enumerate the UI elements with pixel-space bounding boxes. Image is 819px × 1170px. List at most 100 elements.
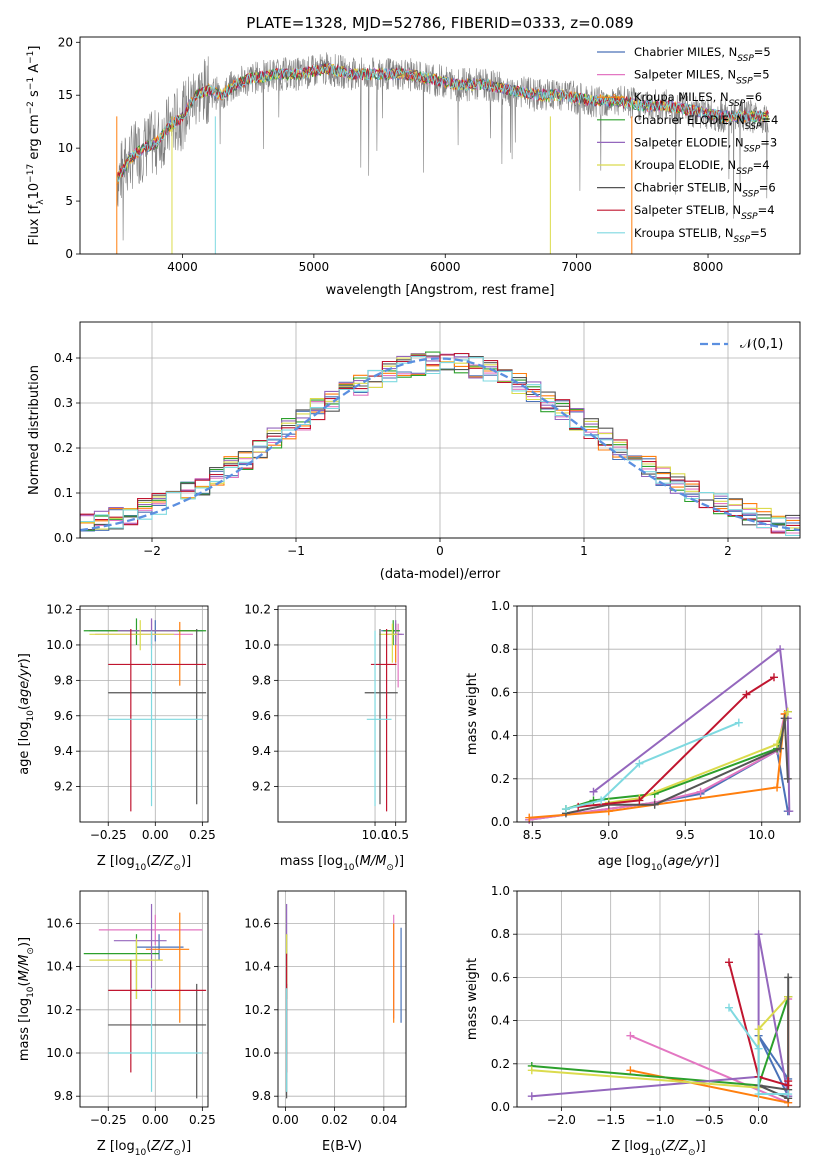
- data-point-marker: [754, 1044, 763, 1053]
- tick-label-y: 10.6: [46, 916, 73, 930]
- tick-label-y: 10.2: [244, 1003, 271, 1017]
- legend-label: Salpeter MILES, NSSP=5: [634, 68, 770, 87]
- data-point-marker: [626, 1066, 635, 1075]
- y-axis-label: mass weight: [465, 673, 480, 755]
- data-point-marker: [776, 645, 785, 654]
- data-point-marker: [650, 800, 659, 809]
- axes-frame: [516, 890, 801, 1108]
- data-point-marker: [597, 796, 606, 805]
- data-point-marker: [784, 973, 793, 982]
- chart-title: PLATE=1328, MJD=52786, FIBERID=0333, z=0…: [246, 14, 633, 32]
- data-point-marker: [784, 1090, 793, 1099]
- x-axis-label: wavelength [Angstrom, rest frame]: [326, 283, 555, 298]
- x-axis-label: Z [log10(Z/Z⊙)]: [97, 854, 191, 873]
- data-point-marker: [754, 1025, 763, 1034]
- tick-label-y: 0.1: [54, 486, 73, 500]
- data-point-marker: [773, 740, 782, 749]
- tick-label-y: 10.0: [46, 638, 73, 652]
- tick-label-x: −0.5: [695, 1113, 724, 1127]
- tick-label-y: 9.8: [252, 673, 271, 687]
- axes-frame: [277, 890, 407, 1108]
- tick-label-x: 0.04: [370, 1113, 397, 1127]
- x-axis-label: age [log10(age/yr)]: [598, 854, 720, 873]
- tick-label-y: 10.0: [46, 1046, 73, 1060]
- tick-label-x: 10.5: [382, 828, 409, 842]
- data-point-marker: [769, 673, 778, 682]
- data-point-marker: [773, 783, 782, 792]
- data-point-marker: [783, 707, 792, 716]
- tick-label-x: −0.25: [90, 828, 127, 842]
- tick-label-y: 9.8: [252, 1089, 271, 1103]
- x-axis-label: mass [log10(M/M⊙)]: [280, 854, 404, 873]
- tick-label-x: 0.00: [142, 1113, 169, 1127]
- tick-label-x: 9.5: [676, 828, 695, 842]
- y-axis-label: mass weight: [465, 958, 480, 1040]
- data-point-marker: [589, 787, 598, 796]
- series-line: [565, 717, 789, 815]
- tick-label-y: 9.8: [54, 1089, 73, 1103]
- data-point-marker: [725, 958, 734, 967]
- tick-label-x: 0.00: [272, 1113, 299, 1127]
- data-layer: [79, 52, 801, 1107]
- tick-label-x: 10.0: [748, 828, 775, 842]
- tick-label-x: −2.0: [547, 1113, 576, 1127]
- tick-label-y: 0.2: [54, 441, 73, 455]
- tick-label-x: 4000: [167, 260, 198, 274]
- tick-label-y: 0.0: [54, 531, 73, 545]
- x-axis-label: E(B-V): [322, 1139, 362, 1154]
- tick-label-y: 9.4: [54, 744, 73, 758]
- tick-label-x: 8.5: [523, 828, 542, 842]
- series-line: [592, 648, 791, 812]
- data-point-marker: [754, 1090, 763, 1099]
- axes-frame: [79, 321, 801, 539]
- tick-label-x: 1: [580, 544, 588, 558]
- legend-label: Kroupa ELODIE, NSSP=4: [634, 158, 770, 177]
- tick-label-y: 10.2: [46, 1003, 73, 1017]
- data-point-marker: [785, 807, 794, 816]
- tick-label-y: 9.6: [54, 709, 73, 723]
- grid-layer: [80, 322, 800, 1108]
- tick-label-y: 0.8: [491, 642, 510, 656]
- tick-label-x: 0.25: [189, 1113, 216, 1127]
- data-point-marker: [626, 1031, 635, 1040]
- legend-label: Chabrier STELIB, NSSP=6: [634, 181, 776, 200]
- tick-label-x: −2: [143, 544, 161, 558]
- tick-label-x: 9.0: [599, 828, 618, 842]
- data-point-marker: [635, 759, 644, 768]
- tick-label-y: 0.4: [491, 1014, 510, 1028]
- tick-label-y: 10: [58, 141, 73, 155]
- tick-label-y: 10.4: [46, 960, 73, 974]
- tick-label-y: 0.4: [491, 729, 510, 743]
- axes-frame: [277, 605, 407, 823]
- legend-label: Kroupa STELIB, NSSP=5: [634, 226, 767, 245]
- data-point-marker: [776, 744, 785, 753]
- x-axis-label: (data-model)/error: [380, 567, 501, 582]
- tick-label-x: 0.0: [749, 1113, 768, 1127]
- tick-label-x: 2: [724, 544, 732, 558]
- tick-label-y: 10.0: [244, 638, 271, 652]
- tick-label-y: 0.2: [491, 772, 510, 786]
- tick-label-x: 0: [436, 544, 444, 558]
- tick-label-y: 0.6: [491, 970, 510, 984]
- tick-label-y: 10.4: [244, 960, 271, 974]
- tick-label-y: 9.6: [252, 709, 271, 723]
- tick-label-x: −1: [287, 544, 305, 558]
- legend-label: 𝒩(0,1): [740, 337, 783, 352]
- tick-label-x: 0.25: [189, 828, 216, 842]
- tick-label-y: 0.8: [491, 927, 510, 941]
- data-point-marker: [784, 1077, 793, 1086]
- axes-frame: [516, 605, 801, 823]
- tick-label-y: 20: [58, 35, 73, 49]
- tick-label-y: 10.2: [244, 603, 271, 617]
- legend-label: Salpeter ELODIE, NSSP=3: [634, 135, 777, 154]
- data-point-marker: [525, 813, 534, 822]
- axes-frame: [79, 36, 801, 255]
- tick-label-x: 5000: [299, 260, 330, 274]
- tick-label-y: 0.4: [54, 351, 73, 365]
- legend-label: Kroupa MILES, NSSP=6: [634, 90, 762, 109]
- axes-frame: [79, 605, 209, 823]
- tick-label-y: 9.2: [54, 780, 73, 794]
- legend-label: Chabrier ELODIE, NSSP=4: [634, 113, 778, 132]
